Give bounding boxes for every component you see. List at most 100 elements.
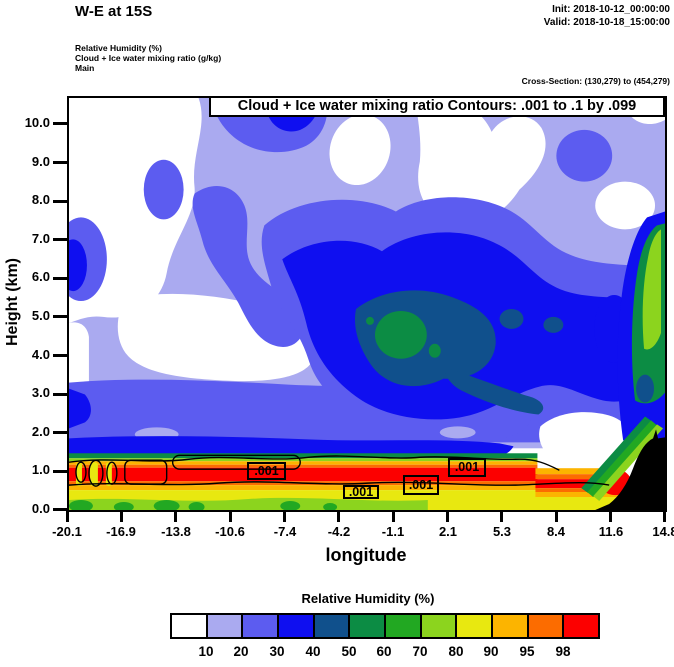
- violet-left-blob: [143, 159, 184, 220]
- legend-label: 90: [483, 644, 499, 659]
- x-tick-label: -16.9: [106, 524, 136, 539]
- slope-strip-green: [587, 420, 658, 498]
- x-tick-label: 11.6: [598, 524, 624, 539]
- legend-cell-20-30: [241, 613, 280, 639]
- green-core-small: [428, 343, 441, 358]
- band-right-red: [535, 479, 624, 489]
- legend-label: 40: [305, 644, 321, 659]
- y-tick-label: 7.0: [31, 231, 50, 246]
- white-right-patch: [595, 181, 656, 230]
- y-tick: [53, 238, 67, 241]
- green-core-dot: [366, 316, 374, 325]
- y-tick-label: 9.0: [31, 154, 50, 169]
- x-tick-label: -1.1: [381, 524, 405, 539]
- legend-cell-60-70: [384, 613, 422, 639]
- legend-title: Relative Humidity (%): [301, 591, 435, 606]
- lavender-band-patch-2: [439, 426, 476, 439]
- band-orange-upper: [69, 464, 538, 468]
- contour-lower: [69, 481, 610, 486]
- y-tick-label: 6.0: [31, 269, 50, 284]
- band-gold-lower: [69, 485, 538, 491]
- x-tick: [337, 510, 340, 522]
- plume-brightgreen: [642, 229, 662, 350]
- x-tick: [392, 510, 395, 522]
- y-tick: [53, 431, 67, 434]
- model-times: Init: 2018-10-12_00:00:00 Valid: 2018-10…: [544, 3, 670, 29]
- x-tick: [555, 510, 558, 522]
- legend-cell-50-60: [348, 613, 387, 639]
- y-tick: [53, 200, 67, 203]
- x-tick: [446, 510, 449, 522]
- contour-plot-svg: [69, 98, 665, 510]
- legend-cell-lt10: [170, 613, 208, 639]
- legend-label: 60: [376, 644, 392, 659]
- x-tick-label: -20.1: [52, 524, 82, 539]
- page-title: W-E at 15S: [75, 3, 153, 20]
- legend-cell-gt98: [562, 613, 601, 639]
- legend-cell-40-50: [312, 613, 351, 639]
- right-edge-plume: [581, 211, 665, 502]
- contour-loop-4: [124, 459, 168, 485]
- slope-strip-yellowgreen: [593, 424, 664, 502]
- init-time: Init: 2018-10-12_00:00:00: [552, 4, 670, 15]
- bottom-green-3: [153, 500, 180, 510]
- blue-low-band: [69, 436, 514, 458]
- band-green: [69, 453, 538, 459]
- x-tick-label: -7.4: [273, 524, 297, 539]
- band-right-yellow: [535, 497, 624, 510]
- legend-cell-95-98: [526, 613, 565, 639]
- legend-cell-10-20: [205, 613, 244, 639]
- x-tick-label: -4.2: [327, 524, 351, 539]
- y-tick-label: 4.0: [31, 347, 50, 362]
- violet-top-right: [556, 129, 613, 182]
- y-tick: [53, 315, 67, 318]
- x-tick: [120, 510, 123, 522]
- terrain: [595, 429, 665, 510]
- x-tick: [500, 510, 503, 522]
- contour-label: .001: [448, 458, 486, 477]
- contour-loop-1: [75, 461, 87, 483]
- teal-blob-2: [543, 316, 564, 333]
- field-rh: Relative Humidity (%): [75, 43, 162, 53]
- contour-label: .001: [403, 475, 439, 495]
- contour-loop-2: [88, 459, 104, 487]
- contour-info-box: Cloud + Ice water mixing ratio Contours:…: [209, 96, 665, 117]
- legend-label: 20: [233, 644, 249, 659]
- band-gold-upper: [69, 461, 538, 465]
- y-tick: [53, 277, 67, 280]
- x-tick-label: -10.6: [215, 524, 245, 539]
- legend-colorbar: [170, 613, 601, 639]
- x-tick: [283, 510, 286, 522]
- legend-label: 80: [448, 644, 464, 659]
- x-tick: [229, 510, 232, 522]
- contour-loop-3: [106, 461, 118, 485]
- band-right-gold-up: [535, 468, 624, 475]
- teal-blob-1: [499, 308, 524, 329]
- band-yellowgreen: [69, 458, 538, 462]
- white-bottom-right-pocket: [539, 412, 633, 468]
- x-tick-label: 14.8: [652, 524, 674, 539]
- field-list: Relative Humidity (%) Cloud + Ice water …: [75, 43, 221, 73]
- slope-strip-darkgreen: [581, 416, 653, 494]
- white-left-strip: [69, 322, 89, 387]
- band-right-orange-up: [535, 474, 624, 480]
- y-tick: [53, 393, 67, 396]
- white-top-center-right: [415, 100, 546, 225]
- x-tick-label: 2.1: [438, 524, 458, 539]
- x-tick: [66, 510, 69, 522]
- legend-label: 10: [198, 644, 214, 659]
- band-right-gold-dn: [535, 492, 624, 498]
- bottom-green-2: [113, 502, 134, 510]
- cloud-contour-lines: [69, 454, 610, 487]
- legend-cell-80-90: [455, 613, 494, 639]
- blue-left-edge-core: [69, 239, 87, 292]
- x-tick: [609, 510, 612, 522]
- y-tick: [53, 161, 67, 164]
- plume-teal: [636, 374, 655, 403]
- cross-section-coords: Cross-Section: (130,279) to (454,279): [521, 76, 670, 86]
- y-tick: [53, 122, 67, 125]
- violet-snake: [192, 185, 304, 347]
- contour-loop-5: [171, 454, 301, 470]
- y-tick-label: 3.0: [31, 385, 50, 400]
